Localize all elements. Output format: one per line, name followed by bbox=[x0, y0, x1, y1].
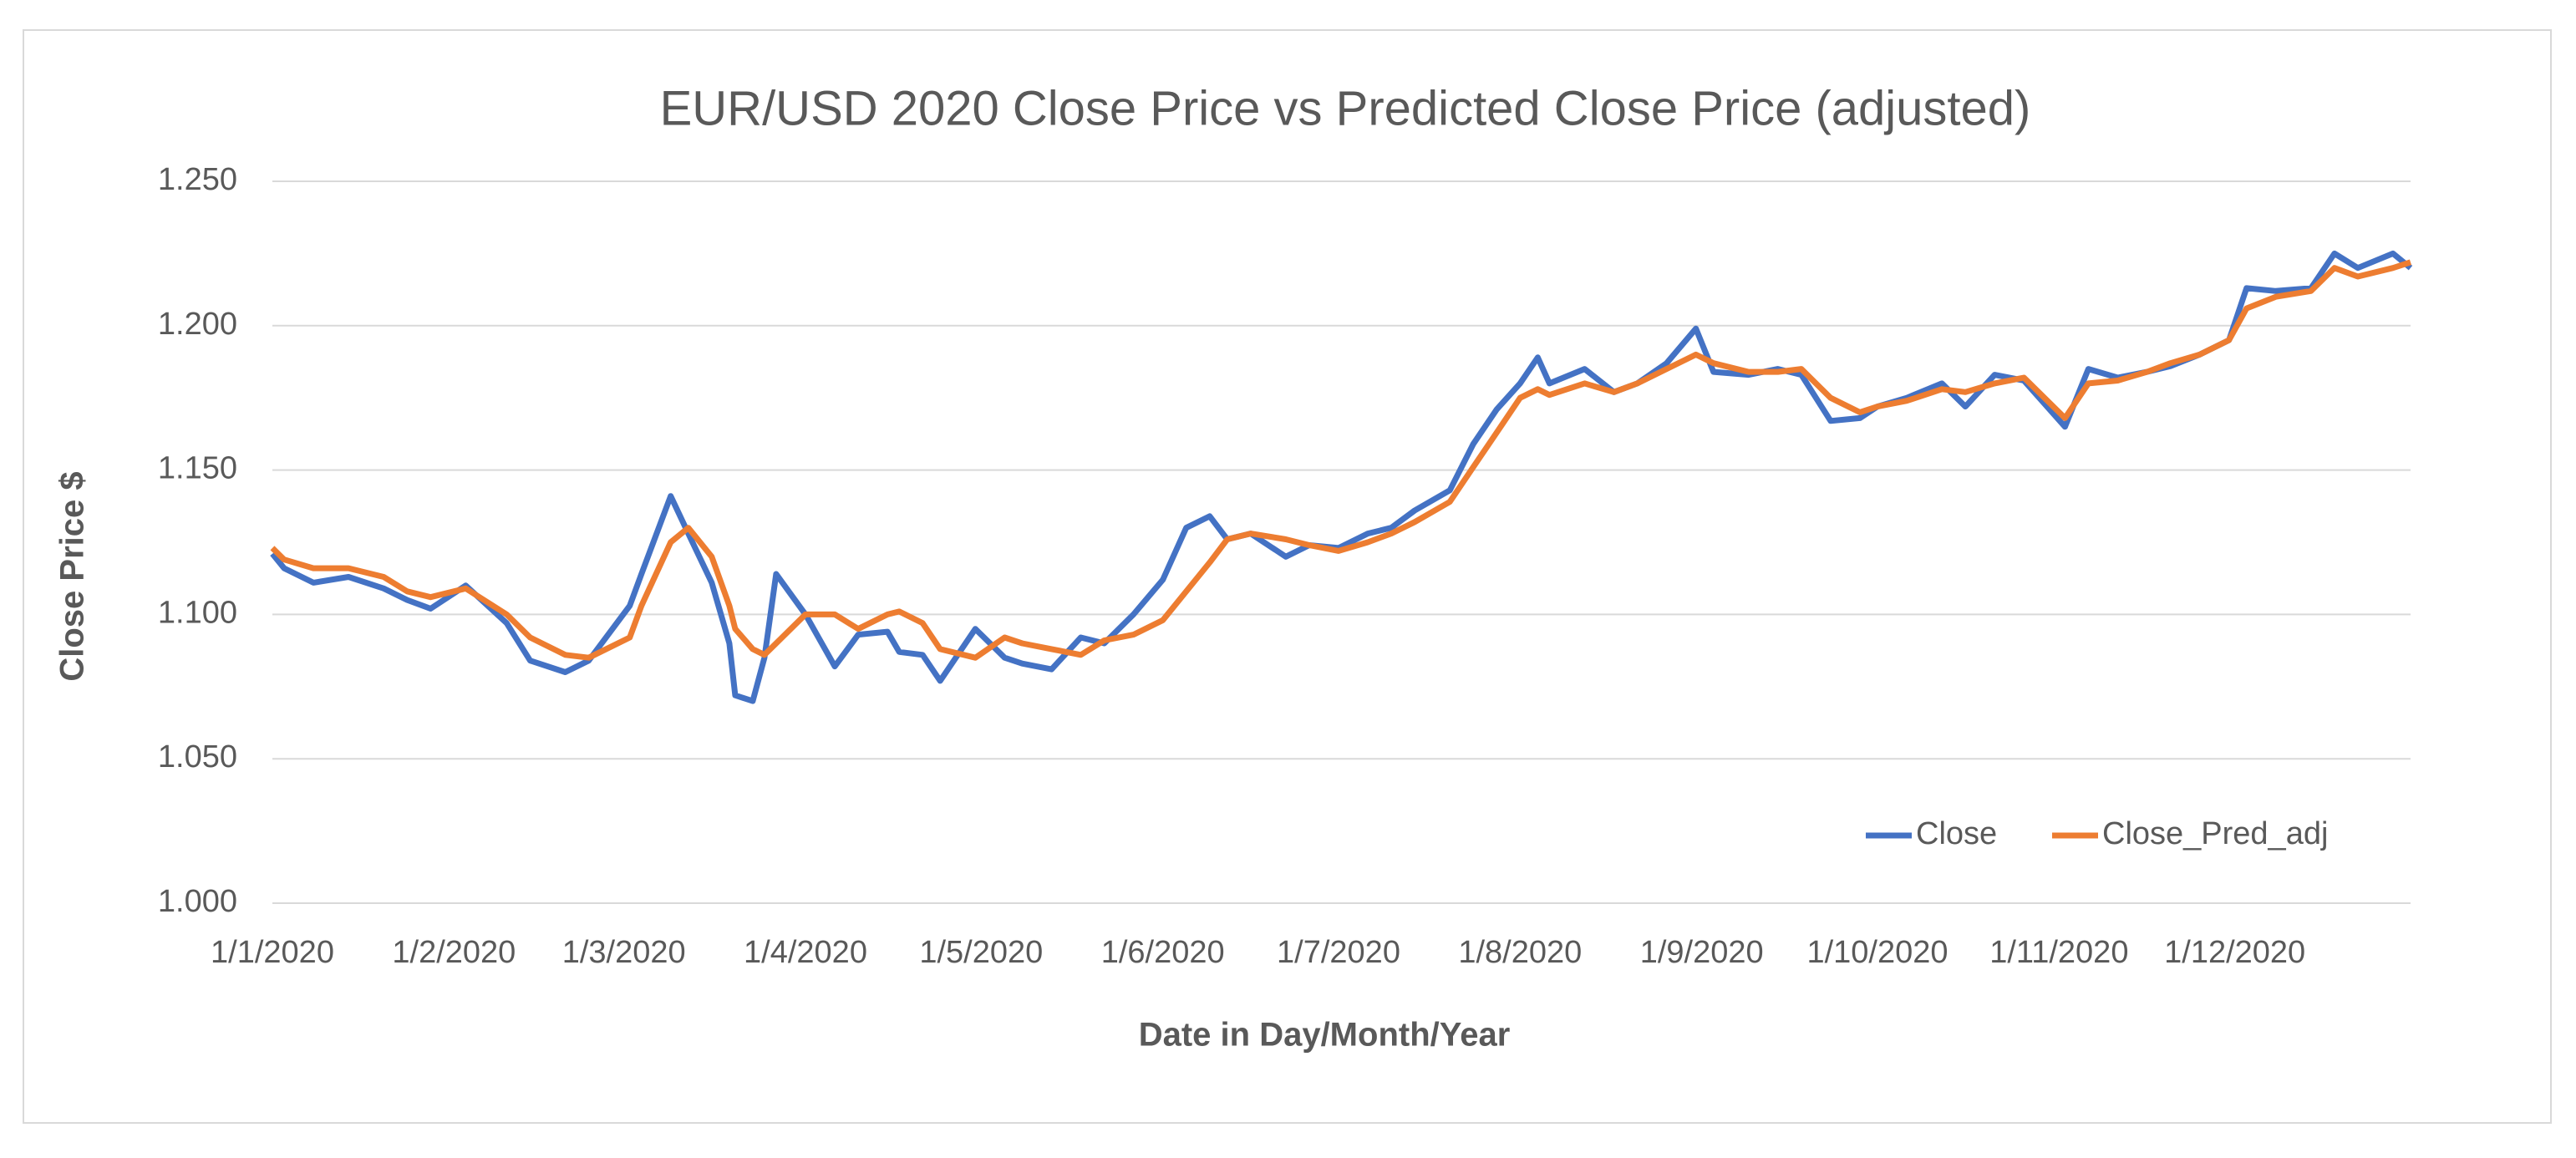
legend-label: Close bbox=[1916, 816, 1997, 851]
x-tick-label: 1/10/2020 bbox=[1806, 935, 1948, 970]
x-tick-label: 1/8/2020 bbox=[1458, 935, 1582, 970]
chart-title: EUR/USD 2020 Close Price vs Predicted Cl… bbox=[660, 81, 2031, 135]
series-line bbox=[270, 259, 2412, 661]
y-tick-label: 1.250 bbox=[158, 162, 237, 197]
x-tick-label: 1/1/2020 bbox=[211, 935, 334, 970]
x-tick-label: 1/9/2020 bbox=[1640, 935, 1764, 970]
y-tick-label: 1.100 bbox=[158, 595, 237, 630]
x-tick-label: 1/11/2020 bbox=[1989, 935, 2128, 970]
x-tick-label: 1/2/2020 bbox=[392, 935, 516, 970]
legend-label: Close_Pred_adj bbox=[2102, 816, 2328, 851]
x-tick-label: 1/3/2020 bbox=[562, 935, 686, 970]
chart-border bbox=[23, 29, 2552, 1124]
y-tick-label: 1.000 bbox=[158, 884, 237, 919]
x-tick-label: 1/5/2020 bbox=[919, 935, 1043, 970]
x-tick-label: 1/4/2020 bbox=[744, 935, 867, 970]
x-tick-label: 1/7/2020 bbox=[1277, 935, 1400, 970]
y-tick-label: 1.200 bbox=[158, 307, 237, 342]
x-tick-label: 1/6/2020 bbox=[1101, 935, 1225, 970]
x-axis-title: Date in Day/Month/Year bbox=[1139, 1017, 1511, 1054]
x-tick-label: 1/12/2020 bbox=[2164, 935, 2305, 970]
y-tick-label: 1.150 bbox=[158, 451, 237, 486]
y-tick-label: 1.050 bbox=[158, 739, 237, 775]
y-axis-title: Close Price $ bbox=[54, 471, 91, 681]
